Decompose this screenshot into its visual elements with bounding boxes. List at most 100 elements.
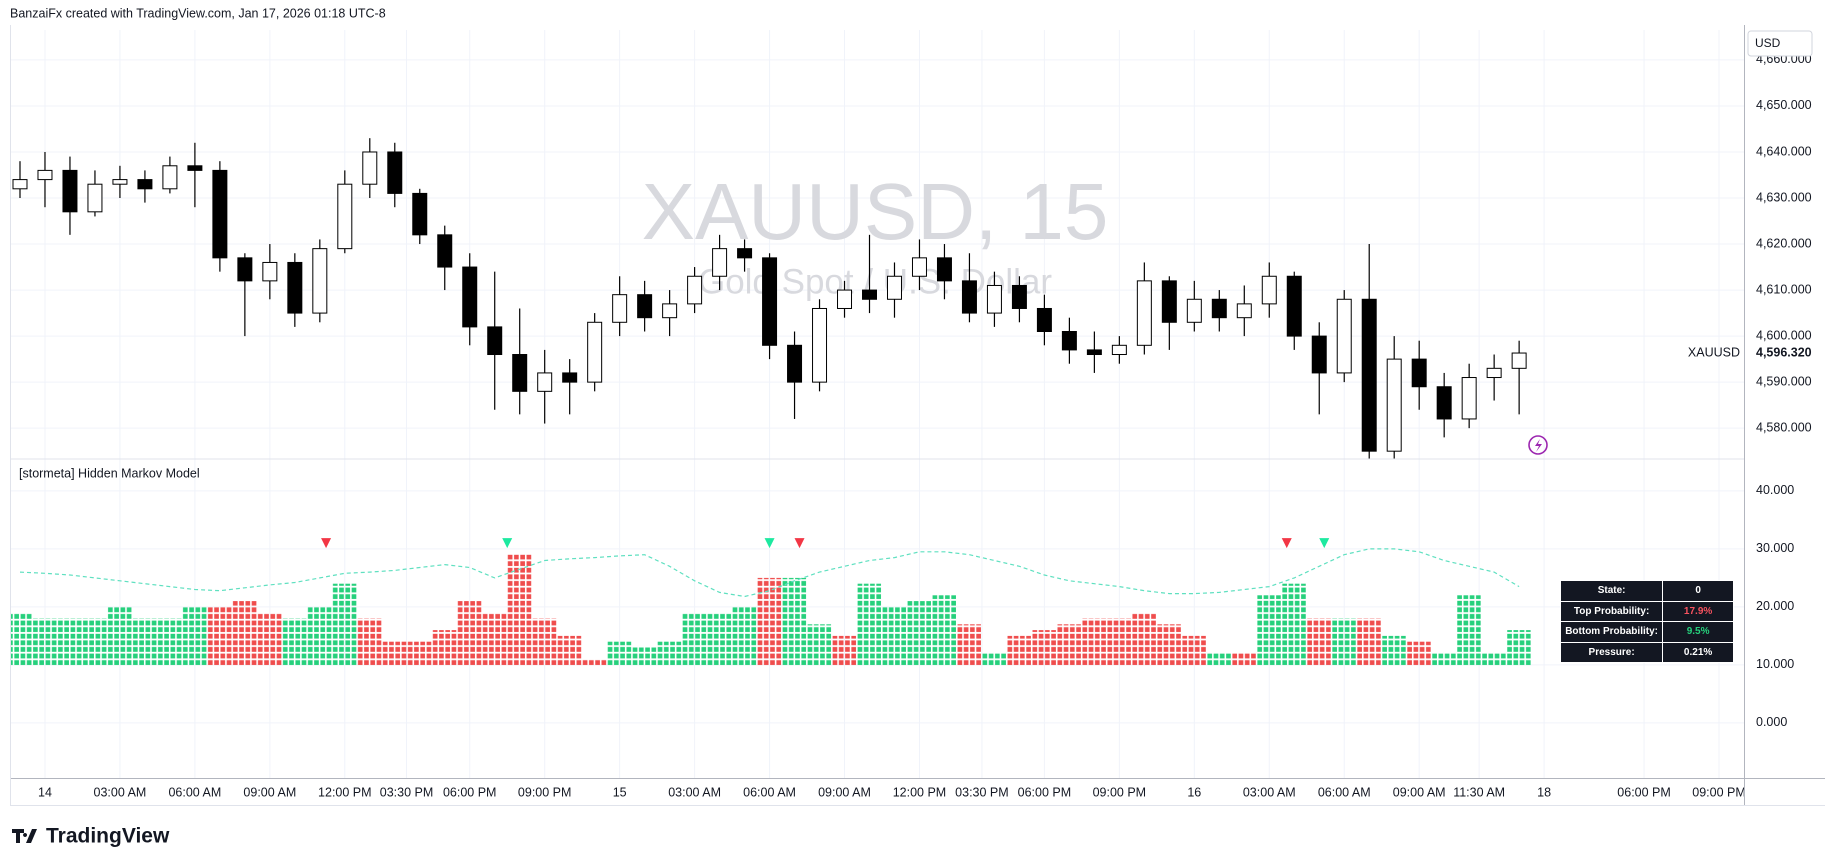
candle-body: [1011, 284, 1027, 309]
candle-body: [862, 289, 878, 300]
currency-box[interactable]: [1747, 30, 1813, 57]
tradingview-logo: TradingView: [12, 825, 170, 848]
x-tick-label: 03:00 AM: [668, 785, 721, 799]
signal-marker: [1281, 538, 1292, 549]
x-tick-label: 06:00 PM: [443, 785, 497, 799]
x-tick-label: 03:30 PM: [380, 785, 434, 799]
candle-body: [812, 307, 828, 383]
candle-body: [1136, 280, 1152, 346]
dot-column: [1506, 630, 1532, 666]
x-tick-label: 12:00 PM: [893, 785, 947, 799]
x-tick-label: 09:00 PM: [518, 785, 572, 799]
y-tick-label: 4,630.000: [1756, 190, 1812, 204]
candle-body: [662, 303, 678, 319]
dot-column: [1456, 595, 1482, 666]
dot-column: [207, 606, 233, 666]
dot-column: [1031, 630, 1057, 666]
y-tick-label: 20.000: [1756, 599, 1794, 613]
dot-column: [1231, 653, 1257, 666]
currency-label[interactable]: USD: [1755, 36, 1781, 50]
candle-body: [337, 183, 353, 250]
dot-column: [707, 612, 733, 666]
candle-body: [1236, 303, 1252, 319]
dot-column: [757, 577, 783, 666]
candle-body: [387, 151, 403, 194]
candle-body: [37, 169, 53, 181]
candle-body: [986, 284, 1002, 314]
candle-body: [262, 261, 278, 282]
dot-column: [182, 606, 208, 666]
candle-body: [587, 321, 603, 383]
dot-column: [357, 618, 383, 666]
candle-body: [462, 266, 478, 328]
candle-body: [1336, 298, 1352, 374]
x-tick-label: 03:00 AM: [94, 785, 147, 799]
signal-marker: [794, 538, 805, 549]
candle-body: [762, 257, 778, 346]
dot-column: [1156, 624, 1182, 666]
candle-body: [1411, 358, 1427, 388]
dot-column: [607, 641, 633, 666]
x-tick-label: 06:00 PM: [1617, 785, 1671, 799]
candle-body: [837, 289, 853, 309]
candle-body: [936, 257, 952, 282]
x-tick-label: 14: [38, 785, 52, 799]
table-cell: 0.21%: [1683, 646, 1713, 658]
candle-body: [112, 179, 128, 185]
dot-column: [1106, 618, 1132, 666]
dot-column: [682, 612, 708, 666]
table-cell: Bottom Probability:: [1561, 622, 1664, 642]
dot-column: [57, 618, 83, 666]
dot-column: [282, 618, 308, 666]
dot-column: [1306, 618, 1332, 666]
dot-column: [582, 659, 608, 666]
candle-body: [362, 151, 378, 185]
logo-mark: [12, 829, 37, 843]
candle-body: [237, 257, 253, 282]
candle-body: [737, 248, 753, 259]
table-row: Top Probability: 17.9%: [1561, 601, 1733, 622]
candle-body: [886, 275, 902, 300]
symbol-label: XAUUSD: [1688, 345, 1740, 359]
candle-body: [1461, 377, 1477, 420]
y-tick-label: 10.000: [1756, 657, 1794, 671]
indicator-title: [stormeta] Hidden Markov Model: [19, 466, 200, 480]
dot-column: [857, 583, 882, 666]
dot-column: [257, 612, 283, 666]
x-tick-label: 15: [613, 785, 627, 799]
candle-body: [1086, 349, 1102, 356]
x-tick-label: 06:00 AM: [168, 785, 221, 799]
dot-column: [432, 630, 458, 666]
dot-column: [1081, 618, 1107, 666]
dot-column: [1481, 653, 1507, 666]
candle-body: [1311, 335, 1327, 374]
y-tick-label: 30.000: [1756, 541, 1794, 555]
table-row: Bottom Probability: 9.5%: [1561, 622, 1733, 643]
candle-body: [12, 179, 28, 190]
candle-body: [1036, 307, 1052, 332]
x-tick-label: 09:00 PM: [1093, 785, 1147, 799]
dot-column: [232, 601, 258, 666]
dot-column: [157, 618, 183, 666]
dot-column: [632, 647, 658, 666]
candle-body: [612, 294, 628, 323]
signal-marker: [1319, 538, 1330, 549]
candle-body: [212, 169, 228, 259]
candle-body: [637, 294, 653, 319]
dot-column: [407, 641, 433, 666]
hmm-table: State: 0 Top Probability: 17.9% Bottom Pro…: [1560, 580, 1734, 663]
candle-body: [412, 192, 428, 236]
dot-column: [1206, 653, 1232, 666]
x-tick-label: 09:00 AM: [1393, 785, 1446, 799]
candle-body: [162, 165, 178, 190]
candle-body: [87, 183, 103, 213]
x-tick-label: 12:00 PM: [318, 785, 372, 799]
y-tick-label: 40.000: [1756, 483, 1794, 497]
table-cell: 17.9%: [1683, 605, 1713, 617]
candle-body: [1061, 330, 1077, 351]
candle-body: [1211, 298, 1227, 319]
lightning-icon[interactable]: [1528, 435, 1548, 455]
dot-column: [32, 618, 58, 666]
candle-body: [287, 261, 303, 314]
